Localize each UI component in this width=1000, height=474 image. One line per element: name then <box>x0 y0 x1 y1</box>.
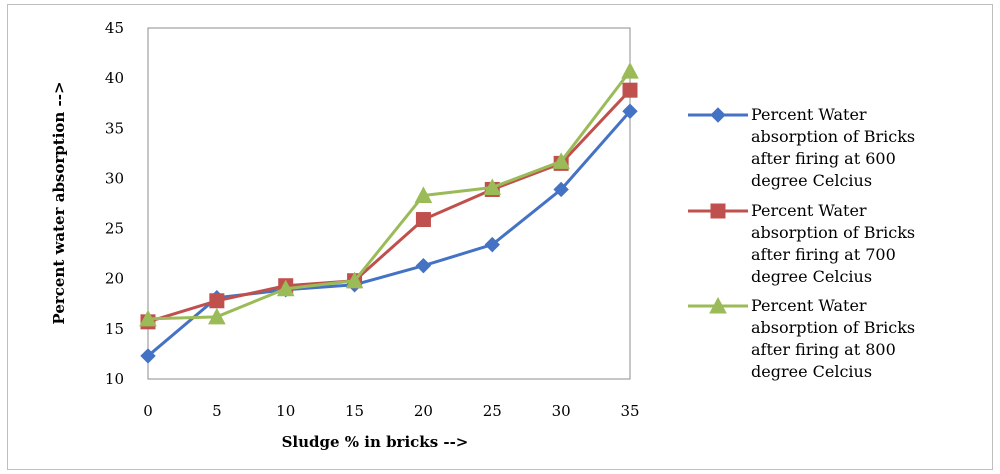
legend-label-line: degree Celcius <box>751 171 872 190</box>
data-point-marker <box>484 236 500 253</box>
data-point-marker <box>345 271 364 289</box>
legend-label-line: Percent Water <box>751 296 867 315</box>
y-axis-ticks: 10 15 20 25 30 35 40 45 <box>105 19 124 388</box>
x-tick-label: 35 <box>620 402 639 420</box>
chart-frame <box>7 4 993 470</box>
legend-label-line: after firing at 800 <box>751 340 896 359</box>
data-point-marker <box>208 307 226 325</box>
legend-marker <box>710 203 726 219</box>
x-axis-ticks: 0 5 10 15 20 25 30 35 <box>143 402 639 420</box>
series-line <box>147 110 632 358</box>
series-line <box>147 70 632 321</box>
legend: Percent Water absorption of Bricks after f… <box>688 105 915 381</box>
legend-marker <box>709 296 727 314</box>
legend-label-line: degree Celcius <box>751 267 872 286</box>
data-point-marker <box>139 309 157 327</box>
plot-border <box>147 27 631 380</box>
legend-label-line: Percent Water <box>751 105 867 124</box>
x-tick-label: 10 <box>276 402 295 420</box>
legend-label-line: Percent Water <box>751 201 867 220</box>
y-tick-label: 40 <box>105 69 124 87</box>
data-point-marker <box>553 181 569 198</box>
legend-item-1: Percent Water absorption of Bricks after f… <box>688 105 915 190</box>
legend-marker <box>710 107 726 123</box>
y-tick-label: 10 <box>105 370 124 388</box>
series-3 <box>139 62 639 327</box>
data-point-marker <box>140 348 156 364</box>
y-tick-label: 15 <box>105 320 124 338</box>
legend-label-line: absorption of Bricks <box>751 127 915 146</box>
data-point-marker <box>414 186 433 203</box>
x-tick-label: 5 <box>212 402 222 420</box>
x-axis-title: Sludge % in bricks --> <box>282 433 469 451</box>
data-point-marker <box>622 82 638 98</box>
x-tick-label: 30 <box>552 402 571 420</box>
x-tick-label: 15 <box>345 402 364 420</box>
data-point-marker <box>276 279 295 297</box>
legend-item-3: Percent Water absorption of Bricks after f… <box>688 296 915 381</box>
legend-label-line: degree Celcius <box>751 362 872 381</box>
plot-area <box>147 27 631 380</box>
x-tick-label: 25 <box>483 402 502 420</box>
legend-label-line: absorption of Bricks <box>751 318 915 337</box>
data-point-marker <box>415 257 432 274</box>
series-layer <box>139 62 639 364</box>
data-point-marker <box>209 293 225 309</box>
y-tick-label: 25 <box>105 220 124 238</box>
y-tick-label: 35 <box>105 119 124 137</box>
legend-item-2: Percent Water absorption of Bricks after f… <box>688 201 915 286</box>
legend-label-line: after firing at 700 <box>751 245 896 264</box>
data-point-marker <box>622 103 638 119</box>
series-line <box>147 89 632 324</box>
data-point-marker <box>483 178 502 195</box>
data-point-marker <box>415 212 431 228</box>
y-axis-title: Percent water absorption --> <box>50 81 68 324</box>
legend-label-line: after firing at 600 <box>751 149 896 168</box>
data-point-marker <box>621 62 639 79</box>
y-tick-label: 45 <box>105 19 124 37</box>
data-point-marker <box>552 152 570 169</box>
y-tick-label: 30 <box>105 169 124 187</box>
y-tick-label: 20 <box>105 270 124 288</box>
x-tick-label: 0 <box>143 402 153 420</box>
x-tick-label: 20 <box>414 402 433 420</box>
legend-label-line: absorption of Bricks <box>751 223 915 242</box>
